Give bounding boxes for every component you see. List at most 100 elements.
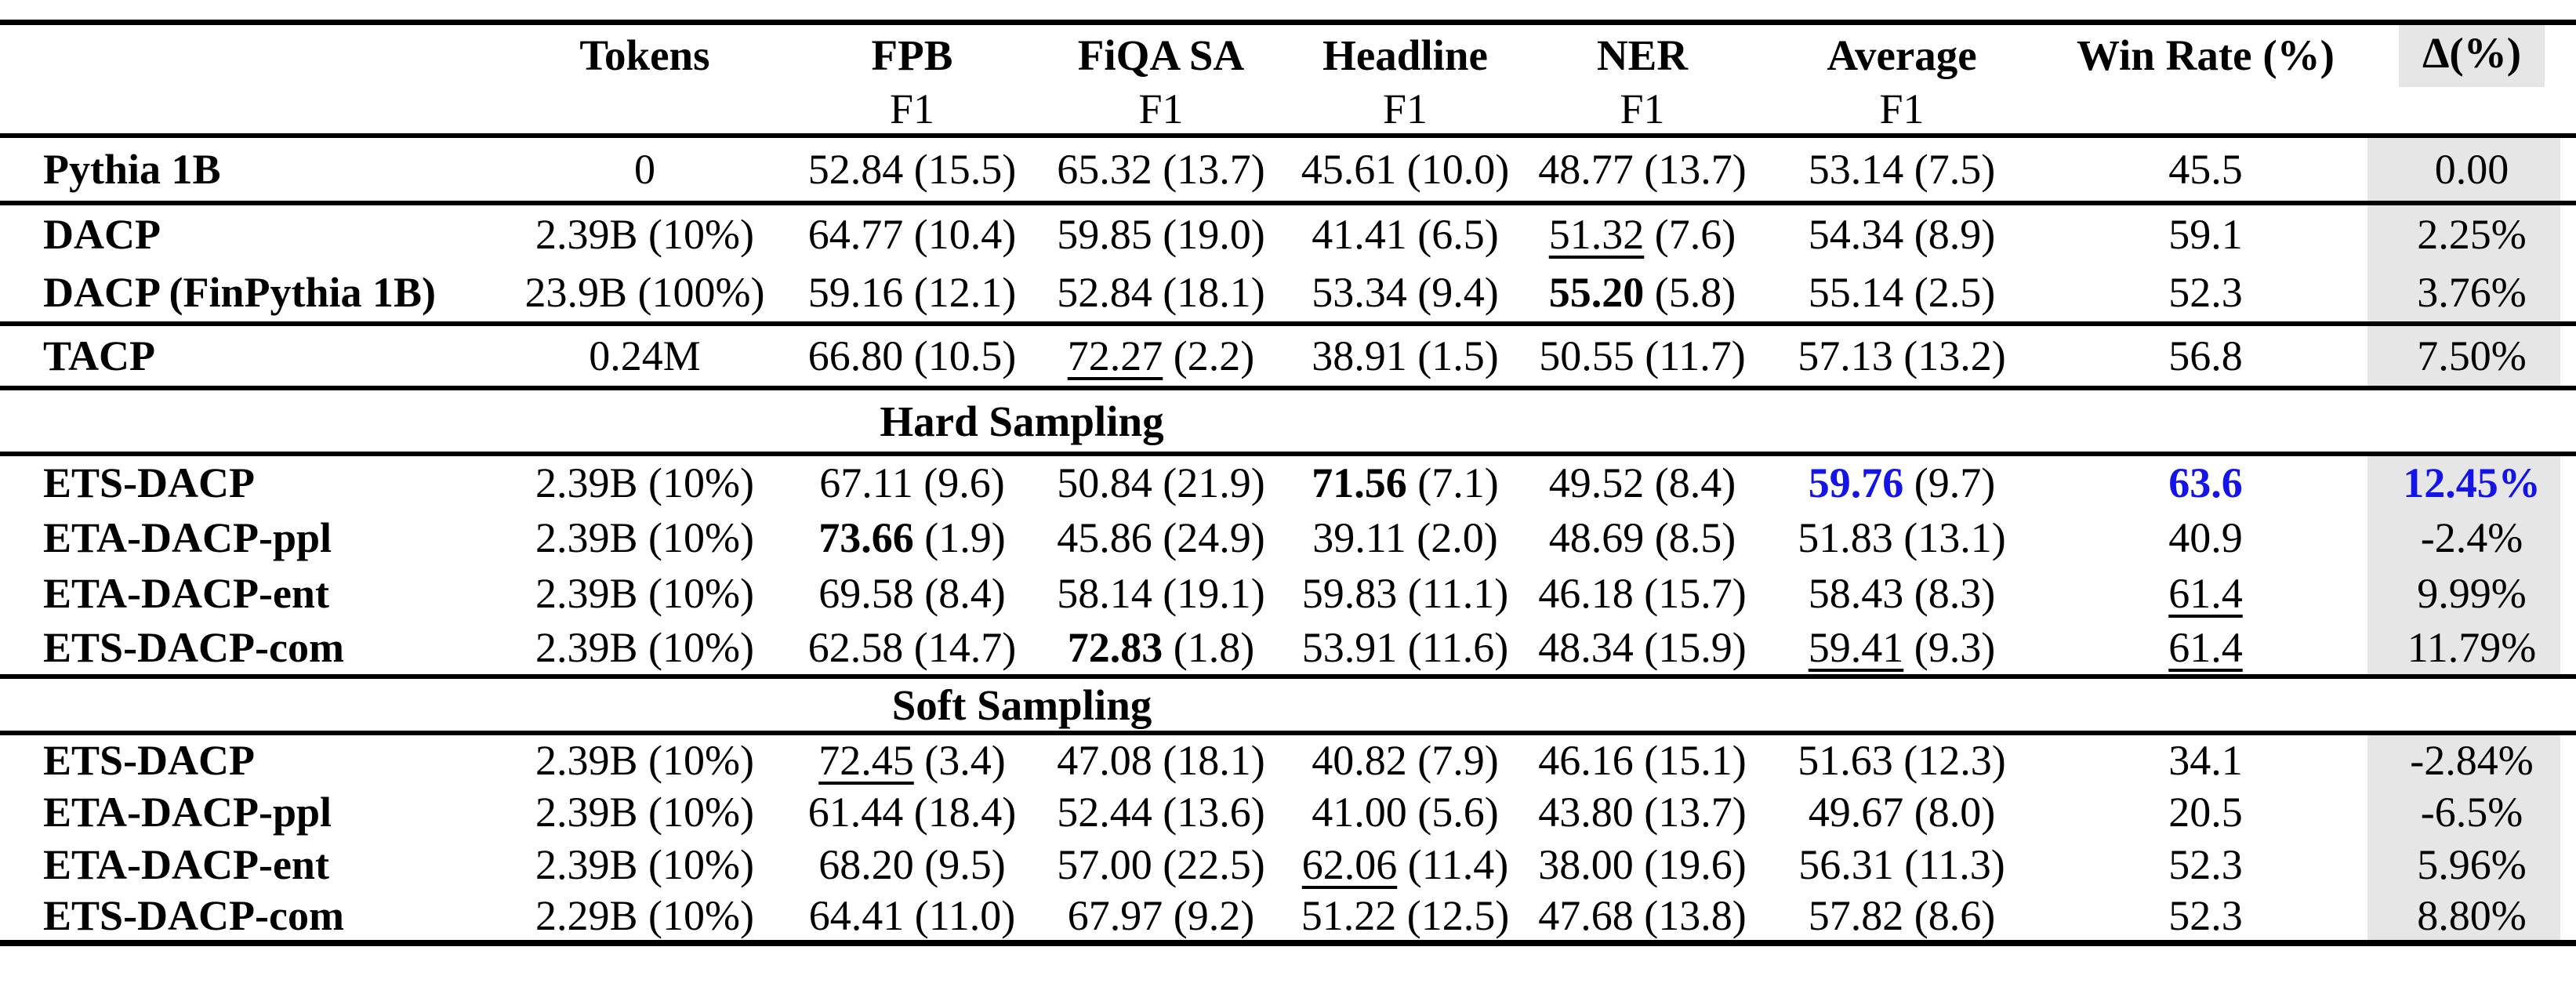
- score-cell-fiqa: 52.44 (13.6): [1036, 785, 1286, 838]
- score-value: 62.06: [1301, 840, 1398, 888]
- delta-cell: 11.79%: [2367, 621, 2576, 677]
- score-sd: (9.3): [1914, 624, 1996, 671]
- win-rate-cell: 52.3: [2044, 838, 2367, 891]
- delta-value: 5.96%: [2417, 840, 2527, 888]
- score-value: 71.56: [1312, 459, 1407, 506]
- score-value: 53.14: [1808, 146, 1904, 193]
- win-rate-value: 40.9: [2168, 513, 2243, 561]
- win-rate-value: 52.3: [2168, 269, 2243, 316]
- score-cell-average: 54.34 (8.9): [1760, 201, 2044, 263]
- empty-cell: [2044, 386, 2367, 454]
- score-cell-average: 57.13 (13.2): [1760, 321, 2044, 388]
- score-value: 50.55: [1539, 332, 1634, 379]
- score-sd: (1.8): [1173, 624, 1255, 671]
- model-name: ETS-DACP-com: [43, 891, 344, 939]
- score-sd: (5.8): [1654, 269, 1736, 316]
- delta-cell: -2.84%: [2367, 731, 2576, 785]
- delta-value: 9.99%: [2417, 569, 2527, 617]
- delta-cell: -6.5%: [2367, 785, 2576, 838]
- score-value: 72.45: [818, 737, 914, 784]
- score-sd: (13.7): [1644, 146, 1747, 193]
- tokens-cell: 2.39B (10%): [535, 513, 754, 561]
- score-cell-average: 55.14 (2.5): [1760, 263, 2044, 324]
- col-sublabel: F1: [1620, 85, 1665, 132]
- score-cell-fiqa: 58.14 (19.1): [1036, 565, 1286, 621]
- score-sd: (8.4): [1654, 459, 1736, 506]
- score-sd: (7.1): [1417, 459, 1499, 506]
- model-name: ETA-DACP-ppl: [43, 513, 332, 561]
- col-sublabel: F1: [1382, 85, 1428, 132]
- score-sd: (13.6): [1163, 788, 1265, 836]
- score-value: 41.41: [1312, 211, 1407, 258]
- delta-cell: 5.96%: [2367, 838, 2576, 891]
- row-tacp: TACP 0.24M 66.80 (10.5) 72.27 (2.2) 38.9…: [0, 321, 2576, 388]
- row-soft-ets-dacp-com: ETS-DACP-com 2.29B (10%) 64.41 (11.0) 67…: [0, 891, 2576, 943]
- col-header-delta: Δ(%): [2367, 23, 2576, 136]
- score-sd: (10.4): [913, 211, 1017, 258]
- score-value: 62.58: [807, 624, 904, 671]
- score-cell-ner: 48.34 (15.9): [1525, 621, 1760, 677]
- score-cell-fpb: 68.20 (9.5): [788, 838, 1036, 891]
- score-value: 65.32: [1057, 146, 1152, 193]
- score-value: 57.00: [1057, 840, 1152, 888]
- score-sd: (9.6): [923, 459, 1005, 506]
- tokens-cell: 2.39B (10%): [535, 788, 754, 836]
- section-heading-hard-sampling: Hard Sampling: [0, 386, 2576, 454]
- score-value: 66.80: [807, 332, 904, 379]
- score-sd: (9.4): [1417, 269, 1499, 316]
- score-value: 52.44: [1057, 788, 1152, 836]
- win-rate-value: 61.4: [2168, 569, 2243, 617]
- score-sd: (12.3): [1903, 737, 2006, 784]
- score-sd: (11.7): [1645, 332, 1746, 379]
- score-value: 59.83: [1301, 569, 1398, 617]
- score-sd: (19.1): [1163, 569, 1265, 617]
- win-rate-cell: 59.1: [2044, 201, 2367, 263]
- score-value: 58.14: [1057, 569, 1152, 617]
- score-sd: (13.1): [1903, 513, 2006, 561]
- score-value: 57.82: [1808, 891, 1904, 939]
- score-cell-ner: 51.32 (7.6): [1525, 201, 1760, 263]
- col-header-ner: NER F1: [1525, 23, 1760, 136]
- score-value: 39.11: [1312, 513, 1406, 561]
- score-value: 38.00: [1538, 840, 1634, 888]
- score-sd: (6.5): [1417, 211, 1499, 258]
- score-sd: (15.7): [1644, 569, 1747, 617]
- row-soft-eta-dacp-ppl: ETA-DACP-ppl 2.39B (10%) 61.44 (18.4) 52…: [0, 785, 2576, 838]
- delta-value: 2.25%: [2417, 211, 2527, 258]
- win-rate-value: 63.6: [2168, 459, 2243, 506]
- tokens-cell: 0.24M: [502, 321, 788, 388]
- section-heading-soft-sampling: Soft Sampling: [0, 674, 2576, 733]
- score-cell-ner: 48.77 (13.7): [1525, 133, 1760, 203]
- delta-value: 12.45%: [2403, 459, 2541, 506]
- score-sd: (24.9): [1163, 513, 1265, 561]
- score-sd: (1.9): [924, 513, 1006, 561]
- score-sd: (5.6): [1417, 788, 1499, 836]
- score-value: 55.14: [1808, 269, 1904, 316]
- delta-value: 8.80%: [2417, 891, 2527, 939]
- delta-cell: 2.25%: [2367, 201, 2576, 263]
- col-header-fiqa-sa: FiQA SA F1: [1036, 23, 1286, 136]
- score-value: 52.84: [1057, 269, 1152, 316]
- score-value: 58.43: [1808, 569, 1904, 617]
- score-cell-fpb: 62.58 (14.7): [788, 621, 1036, 677]
- score-value: 67.11: [819, 459, 913, 506]
- win-rate-cell: 63.6: [2044, 452, 2367, 510]
- score-cell-average: 51.63 (12.3): [1760, 731, 2044, 785]
- score-cell-ner: 38.00 (19.6): [1525, 838, 1760, 891]
- win-rate-cell: 56.8: [2044, 321, 2367, 388]
- win-rate-value: 61.4: [2168, 624, 2243, 671]
- score-value: 45.86: [1057, 513, 1152, 561]
- score-cell-fiqa: 72.83 (1.8): [1036, 621, 1286, 677]
- model-name: ETA-DACP-ppl: [43, 788, 332, 836]
- score-value: 48.69: [1548, 513, 1645, 561]
- row-dacp: DACP 2.39B (10%) 64.77 (10.4) 59.85 (19.…: [0, 201, 2576, 263]
- tokens-cell: 0: [502, 133, 788, 203]
- win-rate-cell: 34.1: [2044, 731, 2367, 785]
- score-cell-headline: 40.82 (7.9): [1286, 731, 1525, 785]
- score-value: 59.41: [1808, 624, 1904, 671]
- score-sd: (9.2): [1173, 891, 1255, 939]
- score-value: 67.97: [1067, 891, 1163, 939]
- score-value: 53.91: [1301, 624, 1398, 671]
- score-value: 61.44: [807, 788, 904, 836]
- score-cell-fpb: 66.80 (10.5): [788, 321, 1036, 388]
